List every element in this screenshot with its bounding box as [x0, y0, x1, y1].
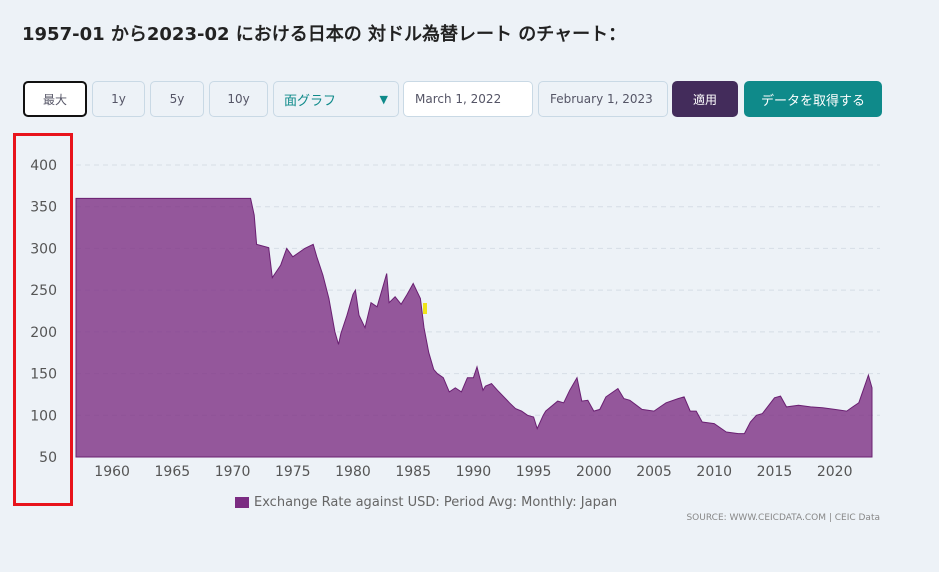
x-tick-label: 2000: [576, 464, 612, 480]
legend-swatch: [235, 497, 249, 508]
area-series: [75, 197, 873, 458]
x-tick-label: 1975: [275, 464, 311, 480]
legend[interactable]: Exchange Rate against USD: Period Avg: M…: [235, 495, 617, 510]
y-tick-label: 300: [30, 241, 57, 257]
highlight-mark: [423, 303, 427, 314]
x-tick-label: 1990: [456, 464, 492, 480]
chart-type-select[interactable]: 面グラフ ▼: [273, 81, 399, 117]
y-tick-label: 100: [30, 408, 57, 424]
range-max-button[interactable]: 最大: [23, 81, 87, 117]
range-1y-button[interactable]: 1y: [92, 81, 145, 117]
x-tick-label: 1995: [516, 464, 552, 480]
end-date-input[interactable]: February 1, 2023: [538, 81, 668, 117]
range-10y-button[interactable]: 10y: [209, 81, 268, 117]
apply-button[interactable]: 適用: [672, 81, 738, 117]
x-tick-label: 1985: [395, 464, 431, 480]
x-tick-label: 1970: [215, 464, 251, 480]
y-tick-label: 250: [30, 283, 57, 299]
x-tick-label: 1980: [335, 464, 371, 480]
get-data-button[interactable]: データを取得する: [744, 81, 882, 117]
x-tick-label: 1965: [155, 464, 191, 480]
x-tick-label: 2005: [636, 464, 672, 480]
x-tick-label: 2020: [817, 464, 853, 480]
y-tick-label: 200: [30, 325, 57, 341]
y-tick-label: 150: [30, 367, 57, 383]
y-tick-label: 350: [30, 200, 57, 216]
chart-type-value: 面グラフ: [284, 93, 337, 109]
x-tick-label: 1960: [94, 464, 130, 480]
source-note: SOURCE: WWW.CEICDATA.COM | CEIC Data: [686, 513, 880, 523]
start-date-input[interactable]: March 1, 2022: [403, 81, 533, 117]
chevron-down-icon: ▼: [379, 92, 388, 106]
y-tick-label: 50: [39, 450, 57, 466]
y-axis-highlight-box: [13, 133, 73, 506]
range-5y-button[interactable]: 5y: [150, 81, 204, 117]
y-tick-label: 400: [30, 158, 57, 174]
x-tick-label: 2010: [696, 464, 732, 480]
page-title: 1957-01 から2023-02 における日本の 対ドル為替レート のチャート…: [22, 24, 627, 45]
x-tick-label: 2015: [757, 464, 793, 480]
legend-label: Exchange Rate against USD: Period Avg: M…: [254, 495, 618, 510]
